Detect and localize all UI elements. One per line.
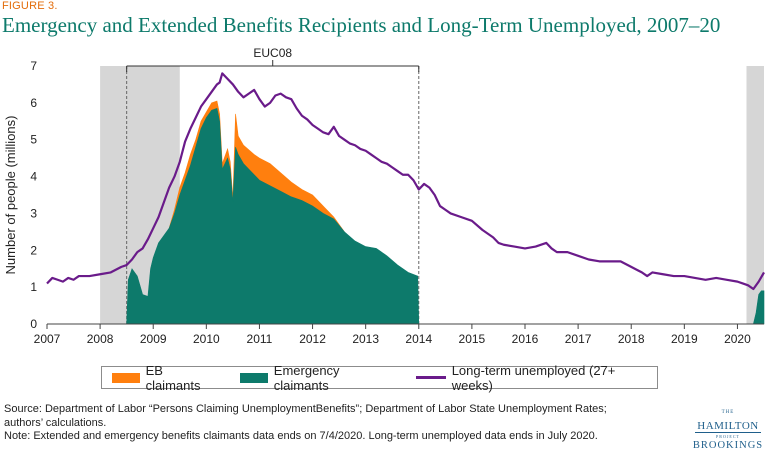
y-axis-label: Number of people (millions) [3, 116, 18, 275]
source-line-2: authors’ calculations. [4, 416, 107, 429]
logo-hamilton: HAMILTON [695, 420, 761, 433]
y-tick-label-2: 2 [30, 243, 37, 257]
legend-label-emergency: Emergency claimants [273, 362, 340, 393]
euc08-label: EUC08 [253, 46, 292, 60]
chart-title: Emergency and Extended Benefits Recipien… [2, 13, 721, 37]
x-tick-label-2011: 2011 [247, 332, 273, 346]
x-tick-label-2008: 2008 [87, 332, 114, 346]
y-tick-label-4: 4 [30, 170, 37, 184]
recession-band-2 [746, 66, 764, 324]
x-tick-label-2019: 2019 [671, 332, 698, 346]
y-tick-label-6: 6 [30, 96, 37, 110]
y-tick-label-0: 0 [30, 317, 37, 331]
series-long-term-unemployed [46, 72, 765, 291]
x-tick-label-2007: 2007 [34, 332, 61, 346]
legend-item-ltu: Long-term unemployed (27+ weeks) [416, 363, 657, 393]
logo-project: PROJECT [716, 434, 740, 439]
logo-the: THE [721, 410, 735, 415]
legend-label-eb: EB claimants [145, 362, 201, 393]
x-tick-label-2010: 2010 [193, 332, 220, 346]
legend-swatch-eb [112, 372, 140, 383]
x-tick-label-2020: 2020 [724, 332, 751, 346]
x-tick-label-2017: 2017 [565, 332, 592, 346]
x-tick-label-2016: 2016 [512, 332, 539, 346]
x-tick-label-2012: 2012 [299, 332, 326, 346]
y-tick-label-1: 1 [30, 280, 37, 294]
x-tick-label-2014: 2014 [405, 332, 432, 346]
series-emergency-claimants [126, 107, 765, 325]
x-tick-label-2015: 2015 [459, 332, 486, 346]
legend-item-emergency: Emergency claimants [240, 363, 396, 393]
legend-line-ltu [416, 376, 446, 379]
x-tick-label-2018: 2018 [618, 332, 645, 346]
y-tick-label-7: 7 [30, 59, 37, 73]
hamilton-brookings-logo: THE HAMILTON PROJECT BROOKINGS [690, 410, 766, 452]
legend-item-eb: EB claimants [112, 363, 220, 393]
source-line-1: Source: Department of Labor “Persons Cla… [4, 403, 607, 415]
legend-swatch-emergency [240, 372, 268, 383]
y-tick-label-3: 3 [30, 206, 37, 220]
x-tick-label-2009: 2009 [140, 332, 167, 346]
legend-label-ltu: Long-term unemployed (27+ weeks) [451, 362, 616, 393]
logo-brookings: BROOKINGS [692, 440, 764, 451]
legend: EB claimants Emergency claimants Long-te… [101, 363, 658, 393]
source-note: Source: Department of Labor “Persons Cla… [4, 403, 654, 444]
note-line: Note: Extended and emergency benefits cl… [4, 430, 598, 442]
y-tick-label-5: 5 [30, 133, 37, 147]
figure-label: FIGURE 3. [2, 0, 58, 12]
x-tick-label-2013: 2013 [352, 332, 379, 346]
